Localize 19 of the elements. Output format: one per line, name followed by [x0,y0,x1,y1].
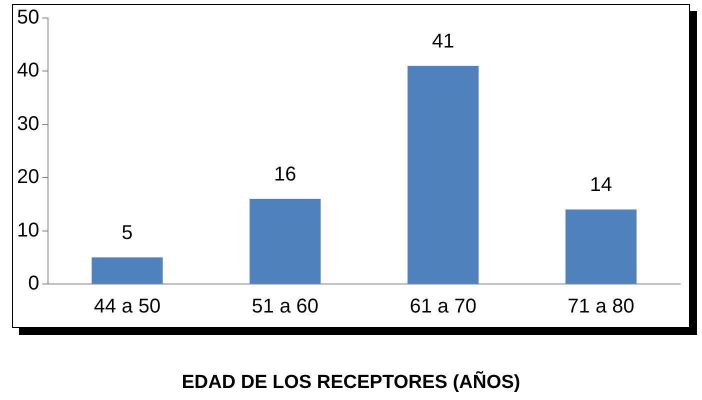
y-tick-label: 30 [16,112,40,135]
bar [250,198,321,284]
x-tick-label: 51 a 60 [252,296,319,318]
y-tick-label: 20 [16,166,40,188]
data-label: 41 [432,30,454,52]
y-tick-label: 40 [16,60,40,82]
data-label: 16 [274,163,296,186]
data-label: 5 [122,222,133,244]
x-tick-label: 61 a 70 [410,296,476,318]
data-label: 14 [590,174,612,196]
y-tick-label: 0 [28,272,40,295]
y-tick-label: 10 [16,219,40,242]
bar [565,210,637,284]
x-axis-title: EDAD DE LOS RECEPTORES (AÑOS) [180,372,522,394]
x-tick-label: 71 a 80 [568,296,634,318]
y-tick-label: 50 [16,6,40,29]
x-tick-label: 44 a 50 [94,296,161,318]
bar [408,66,479,284]
bar [92,257,163,284]
